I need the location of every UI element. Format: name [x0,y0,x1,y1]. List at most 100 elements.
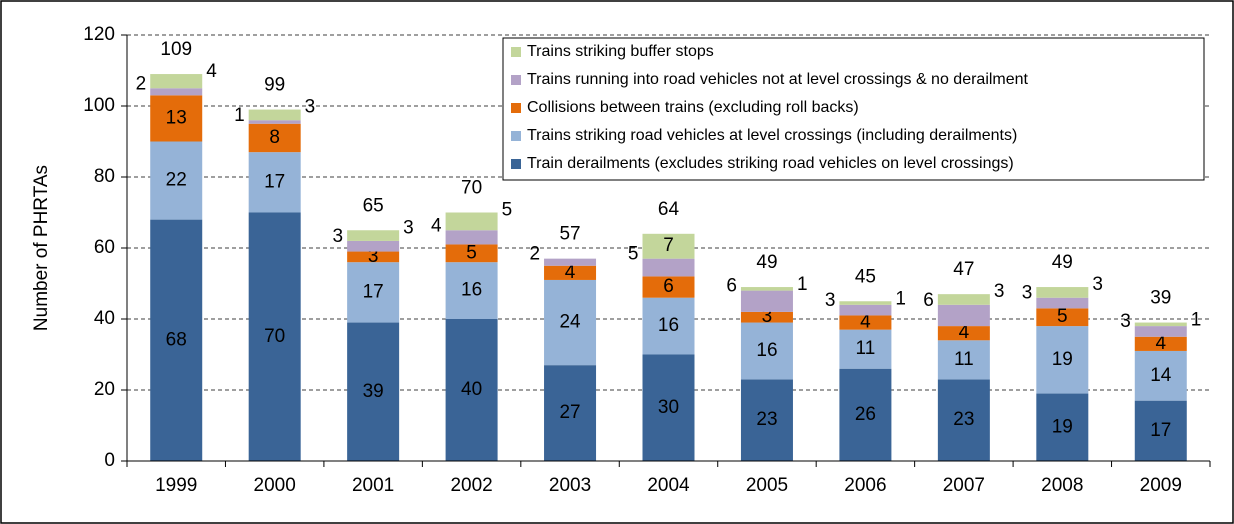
bar-segment [740,322,793,380]
y-tick-label: 120 [83,24,115,45]
total-label: 47 [953,259,974,280]
data-label: 39 [363,381,384,402]
x-tick-label: 2007 [943,475,985,496]
y-tick-label: 40 [94,308,115,329]
bar-segment [642,297,695,355]
y-axis-label: Number of PHRTAs [31,165,52,331]
bar-segment [642,354,695,461]
bar-segment [1036,393,1089,461]
data-label: 8 [269,127,280,148]
bar-segment [740,290,793,312]
data-label: 11 [856,338,876,359]
x-tick-label: 2001 [352,475,394,496]
bar-segment [347,251,400,263]
data-label: 40 [461,379,482,400]
bar-segment [740,287,793,291]
data-label: 70 [264,326,285,347]
data-label: 14 [1150,365,1172,386]
legend-swatch [511,131,521,141]
data-label: 6 [663,276,674,297]
legend-label: Trains striking road vehicles at level c… [527,127,1017,144]
data-label: 6 [726,276,737,297]
bar-segment [150,141,203,220]
total-label: 45 [855,266,876,287]
bar-segment [150,219,203,461]
bar-segment [1134,336,1187,351]
y-tick-label: 60 [94,237,115,258]
legend-swatch [511,103,521,113]
bar-segment [1036,297,1089,309]
data-label: 3 [762,306,773,327]
data-label: 23 [953,409,974,430]
total-label: 65 [363,195,384,216]
data-label: 68 [166,329,187,350]
data-label: 26 [855,404,876,425]
bar-segment [642,276,695,298]
legend-swatch [511,75,521,85]
y-tick-label: 0 [104,450,115,471]
data-label: 4 [1155,333,1166,354]
data-label: 3 [403,217,414,238]
legend-label: Trains striking buffer stops [527,43,714,60]
bar-segment [445,230,498,245]
x-tick-label: 2000 [254,475,296,496]
data-label: 4 [959,322,970,343]
legend-swatch [511,159,521,169]
bar-segment [1134,400,1187,461]
x-tick-label: 1999 [155,475,197,496]
x-tick-label: 2009 [1140,475,1182,496]
data-label: 5 [466,242,477,263]
data-label: 2 [529,244,540,265]
data-label: 17 [1150,420,1171,441]
bar-segment [839,315,892,330]
data-label: 3 [368,246,379,267]
bar-segment [1134,350,1187,401]
data-label: 17 [264,171,285,192]
bar-segment [1134,326,1187,337]
x-tick-label: 2008 [1041,475,1083,496]
bar-segment [544,279,597,366]
data-label: 3 [333,226,344,247]
bar-segment [839,304,892,316]
data-label: 13 [166,107,187,128]
bar-segment [839,329,892,369]
x-tick-label: 2004 [647,475,690,496]
bar-segment [445,319,498,461]
legend-box [502,37,1205,181]
data-label: 4 [206,61,217,82]
bar-segment [347,262,400,323]
total-label: 109 [160,39,192,60]
legend-label: Train derailments (excludes striking roa… [527,155,1014,172]
data-label: 3 [1022,283,1033,304]
data-label: 1 [234,105,245,126]
bar-segment [740,379,793,461]
bar-segment [347,230,400,241]
bar-segment [248,152,301,213]
data-label: 22 [166,170,187,191]
data-label: 23 [756,409,777,430]
bar-segment [445,262,498,319]
y-tick-label: 100 [83,95,115,116]
x-tick-label: 2002 [450,475,492,496]
total-label: 64 [658,199,680,220]
data-label: 6 [923,290,934,311]
bar-segment [642,233,695,259]
x-tick-label: 2003 [549,475,591,496]
y-tick-label: 80 [94,166,115,187]
data-label: 5 [1057,306,1068,327]
bar-segment [544,365,597,461]
bar-segment [1134,322,1187,327]
bar-segment [937,379,990,461]
data-label: 7 [663,235,674,256]
data-label: 19 [1052,349,1073,370]
data-label: 19 [1052,416,1073,437]
data-label: 16 [756,340,777,361]
bar-segment [248,109,301,121]
data-label: 5 [628,244,639,265]
total-label: 70 [461,178,482,199]
data-label: 4 [431,215,442,236]
data-label: 3 [994,281,1005,302]
data-label: 30 [658,397,679,418]
legend-swatch [511,47,521,57]
bar-segment [839,368,892,461]
